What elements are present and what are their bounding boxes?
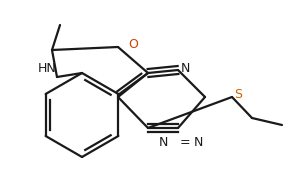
Text: S: S xyxy=(234,89,242,102)
Text: O: O xyxy=(128,37,138,51)
Text: N: N xyxy=(158,136,168,150)
Text: N: N xyxy=(193,136,203,150)
Text: N: N xyxy=(180,62,190,74)
Text: =: = xyxy=(180,136,190,150)
Text: HN: HN xyxy=(38,62,56,74)
